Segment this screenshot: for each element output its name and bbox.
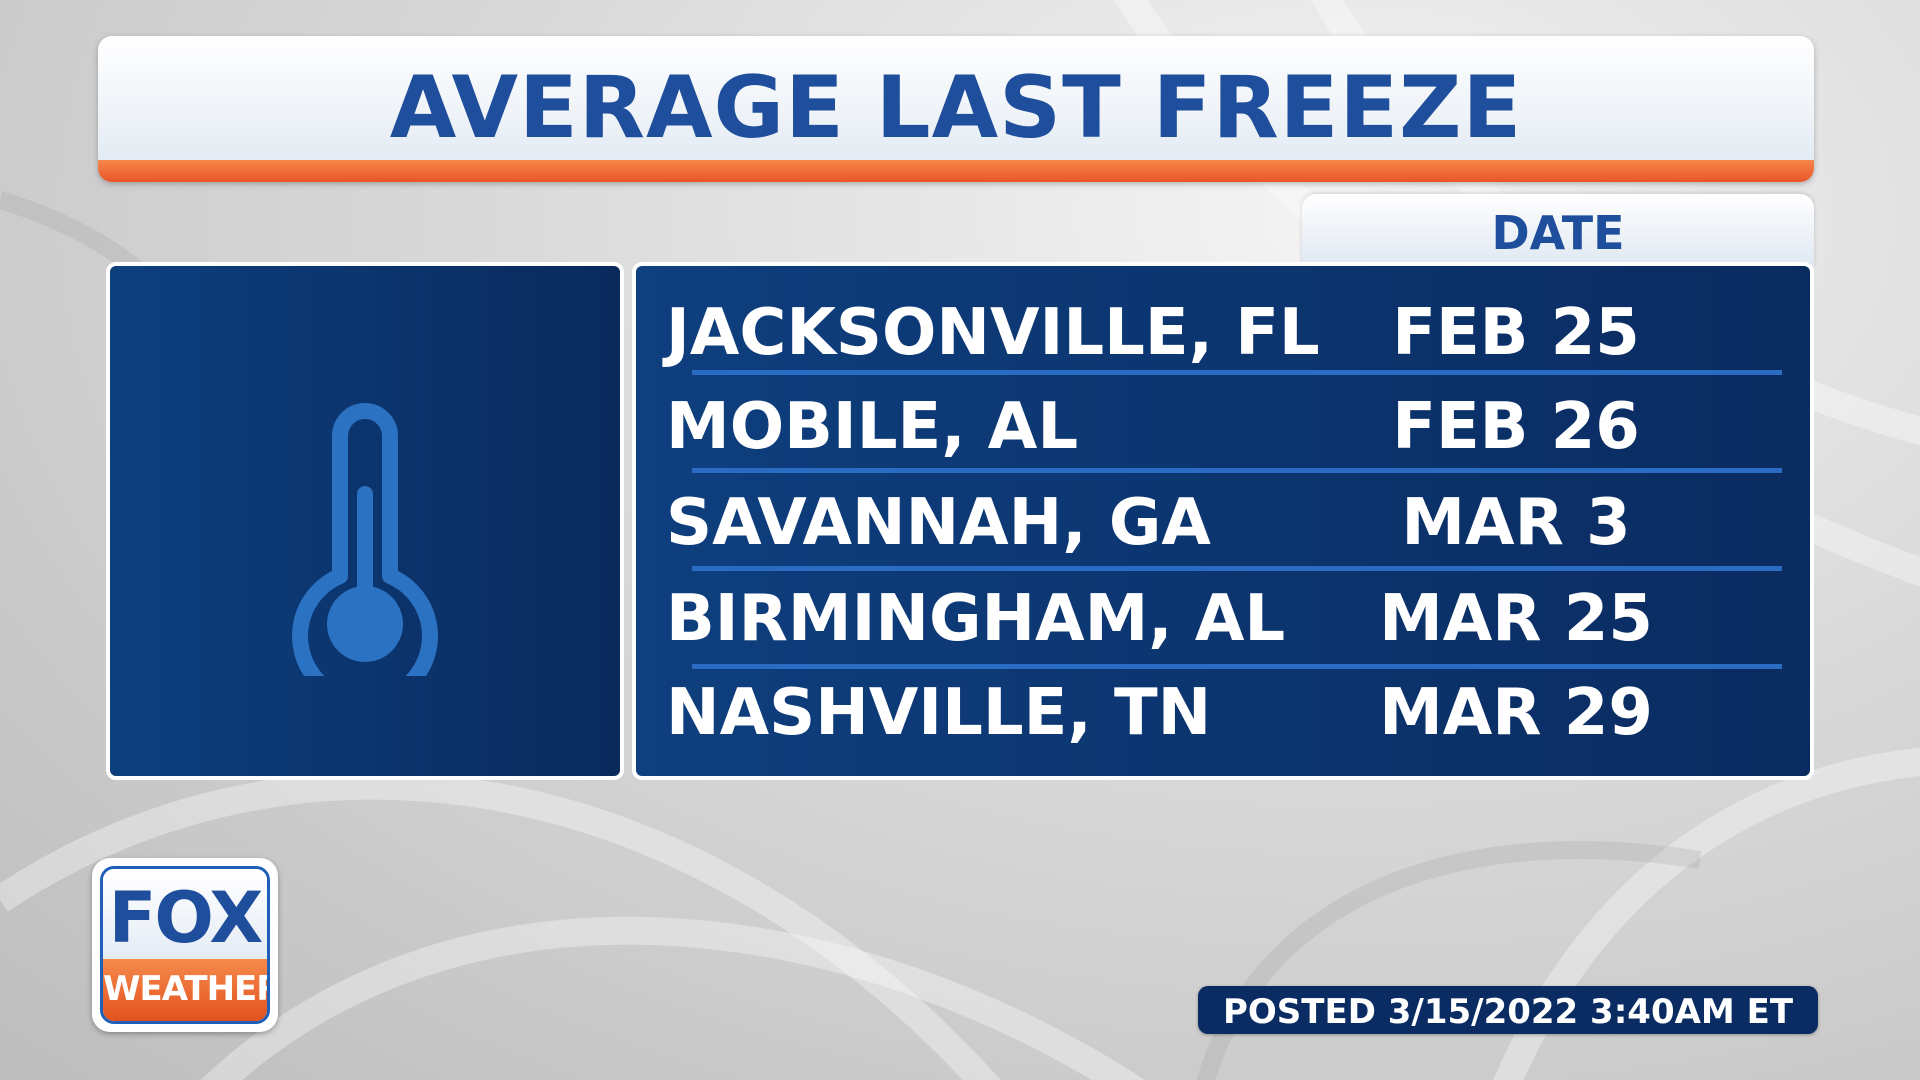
posted-timestamp-badge: POSTED 3/15/2022 3:40AM ET	[1198, 986, 1818, 1034]
table-row: JACKSONVILLE, FL FEB 25	[666, 296, 1776, 390]
logo-fox-text: FOX	[108, 877, 264, 959]
title-bar: AVERAGE LAST FREEZE	[98, 36, 1814, 182]
table-row: SAVANNAH, GA MAR 3	[666, 486, 1776, 580]
date-header-label: DATE	[1491, 206, 1625, 260]
date-cell: FEB 25	[1392, 296, 1640, 370]
fox-weather-logo: FOX WEATHER	[92, 858, 278, 1032]
title-orange-stripe	[98, 160, 1814, 182]
city-cell: SAVANNAH, GA	[666, 486, 1211, 560]
table-row: MOBILE, AL FEB 26	[666, 390, 1776, 484]
posted-timestamp: POSTED 3/15/2022 3:40AM ET	[1222, 992, 1794, 1032]
date-cell: FEB 26	[1392, 390, 1640, 464]
city-cell: NASHVILLE, TN	[666, 676, 1212, 750]
row-divider	[692, 566, 1782, 571]
date-cell: MAR 29	[1379, 676, 1653, 750]
table-row: NASHVILLE, TN MAR 29	[666, 676, 1776, 770]
city-cell: MOBILE, AL	[666, 390, 1079, 464]
date-cell: MAR 3	[1401, 486, 1631, 560]
icon-panel	[106, 262, 624, 780]
date-column-header: DATE	[1302, 194, 1814, 266]
row-divider	[692, 468, 1782, 473]
logo-weather-text: WEATHER	[103, 969, 270, 1009]
freeze-table: JACKSONVILLE, FL FEB 25 MOBILE, AL FEB 2…	[632, 262, 1814, 780]
thermometer-icon	[292, 403, 438, 676]
row-divider	[692, 370, 1782, 375]
table-row: BIRMINGHAM, AL MAR 25	[666, 582, 1776, 676]
city-cell: BIRMINGHAM, AL	[666, 582, 1286, 656]
row-divider	[692, 664, 1782, 669]
page-title: AVERAGE LAST FREEZE	[389, 58, 1523, 158]
city-cell: JACKSONVILLE, FL	[666, 296, 1320, 370]
date-cell: MAR 25	[1379, 582, 1653, 656]
